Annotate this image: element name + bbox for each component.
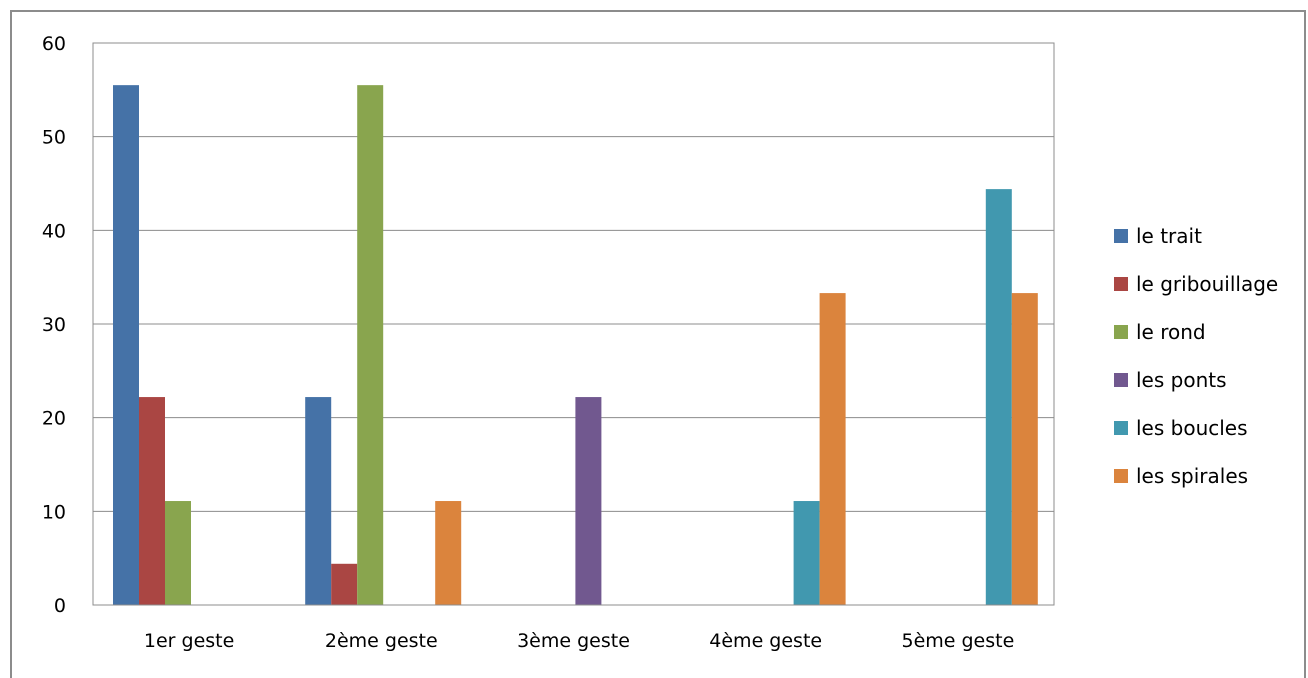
x-tick-label: 1er geste [144,630,234,652]
bar [139,397,165,605]
y-tick-label: 40 [42,220,66,242]
legend-label: les ponts [1136,368,1227,392]
bar [113,85,139,605]
legend: le trait le gribouillage le rond les ponts l… [1114,224,1278,488]
y-tick-label: 10 [42,501,66,523]
bar [435,501,462,605]
bar [357,85,384,605]
legend-swatch [1114,229,1128,243]
y-tick-label: 60 [42,33,66,55]
y-axis-ticks: 0 10 20 30 40 50 60 [42,33,66,617]
x-tick-label: 4ème geste [709,630,822,652]
bar [305,397,332,605]
bars [113,85,1038,605]
y-tick-label: 30 [42,314,66,336]
bar [819,293,846,605]
legend-swatch [1114,373,1128,387]
legend-label: les spirales [1136,464,1248,488]
bar [331,563,358,605]
legend-label: le rond [1136,320,1206,344]
legend-label: le gribouillage [1136,272,1278,296]
x-tick-label: 3ème geste [517,630,630,652]
x-tick-label: 2ème geste [325,630,438,652]
bar [793,501,820,605]
gridlines [93,136,1054,512]
y-tick-label: 0 [54,595,66,617]
y-tick-label: 50 [42,127,66,149]
legend-swatch [1114,469,1128,483]
bar [575,397,602,605]
bar [165,501,191,605]
x-axis-ticks: 1er geste 2ème geste 3ème geste 4ème geste 5… [144,630,1014,652]
legend-label: le trait [1136,224,1202,248]
legend-swatch [1114,325,1128,339]
y-tick-label: 20 [42,408,66,430]
legend-label: les boucles [1136,416,1248,440]
legend-swatch [1114,421,1128,435]
bar [985,189,1012,605]
x-tick-label: 5ème geste [901,630,1014,652]
legend-swatch [1114,277,1128,291]
bar [1011,293,1038,605]
